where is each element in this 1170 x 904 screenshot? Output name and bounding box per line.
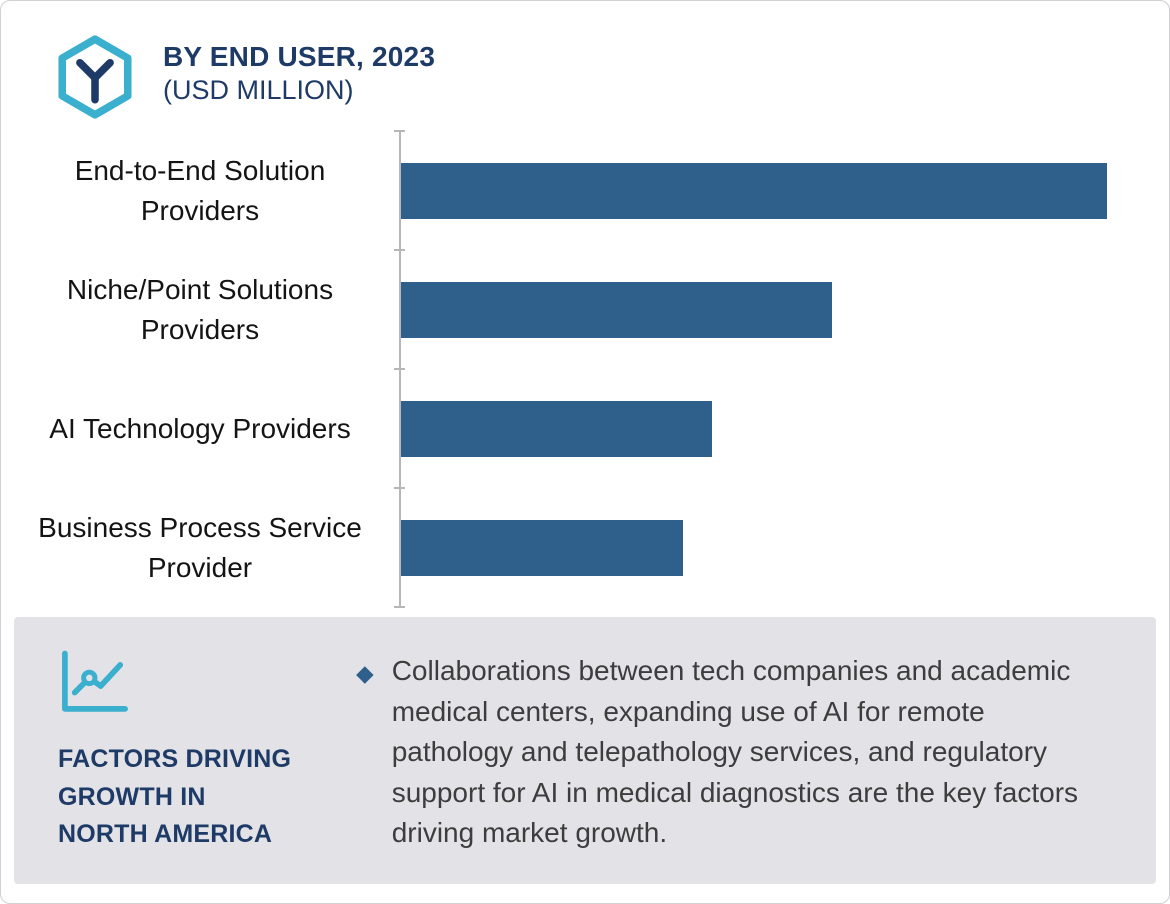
chart-title: BY END USER, 2023 — [163, 41, 436, 72]
trend-line-icon — [62, 650, 128, 712]
factors-panel: FACTORS DRIVING GROWTH IN NORTH AMERICA … — [14, 617, 1156, 884]
chart-titles: BY END USER, 2023 (USD MILLION) — [163, 35, 435, 106]
bar — [401, 281, 832, 338]
bar — [401, 162, 1107, 219]
chart-row: End-to-End Solution Providers — [1, 130, 1169, 250]
category-label: End-to-End Solution Providers — [74, 154, 326, 226]
bar — [401, 400, 712, 457]
factors-left-column: FACTORS DRIVING GROWTH IN NORTH AMERICA — [58, 647, 314, 854]
bar-track — [394, 130, 1107, 250]
factors-heading: FACTORS DRIVING GROWTH IN NORTH AMERICA — [58, 741, 314, 854]
factors-bullet-text: Collaborations between tech companies an… — [391, 655, 1079, 849]
factors-bullet: ◆ Collaborations between tech companies … — [356, 647, 1086, 854]
chart-header: BY END USER, 2023 (USD MILLION) — [1, 1, 1169, 119]
hexagon-logo-icon — [58, 35, 132, 119]
diamond-bullet-icon: ◆ — [356, 660, 374, 686]
chart-subtitle: (USD MILLION) — [163, 75, 354, 105]
bar-chart: End-to-End Solution Providers Niche/Point… — [1, 130, 1169, 608]
chart-row: Business Process Service Provider — [1, 487, 1169, 608]
category-label: Niche/Point Solutions Providers — [66, 273, 334, 345]
bar-track — [394, 487, 1107, 608]
factors-heading-line3: NORTH AMERICA — [58, 820, 273, 848]
chart-row: AI Technology Providers — [1, 368, 1169, 488]
category-label: Business Process Service Provider — [38, 511, 362, 583]
chart-row: Niche/Point Solutions Providers — [1, 249, 1169, 369]
bar-track — [394, 249, 1107, 369]
factors-heading-line2: GROWTH IN — [58, 782, 206, 811]
category-label: AI Technology Providers — [49, 412, 351, 444]
bar-track — [394, 368, 1107, 488]
bar — [401, 519, 684, 576]
factors-heading-line1: FACTORS DRIVING — [58, 745, 292, 773]
